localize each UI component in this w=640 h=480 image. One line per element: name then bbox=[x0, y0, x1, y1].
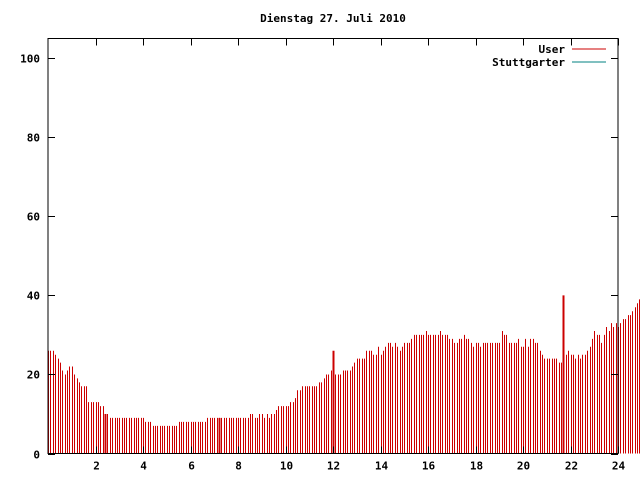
legend-label-stuttgarter: Stuttgarter bbox=[492, 56, 565, 69]
x-tick-label: 16 bbox=[422, 460, 436, 473]
x-tick-label: 2 bbox=[93, 460, 100, 473]
y-tick-label: 0 bbox=[33, 449, 40, 462]
y-tick-label: 60 bbox=[27, 211, 40, 224]
legend: User Stuttgarter bbox=[492, 43, 606, 69]
x-tick-label: 20 bbox=[517, 460, 530, 473]
x-tick-label: 10 bbox=[280, 460, 293, 473]
y-tick-label: 80 bbox=[27, 132, 40, 145]
x-tick-label: 18 bbox=[470, 460, 483, 473]
x-tick-label: 8 bbox=[235, 460, 242, 473]
x-tick-label: 24 bbox=[612, 460, 626, 473]
y-tick-label: 20 bbox=[27, 369, 40, 382]
x-tick-label: 6 bbox=[188, 460, 195, 473]
y-tick-label: 40 bbox=[27, 290, 40, 303]
y-tick-label: 100 bbox=[20, 53, 40, 66]
x-tick-label: 14 bbox=[375, 460, 389, 473]
highlight-bars-layer bbox=[104, 295, 565, 454]
bars-layer bbox=[48, 299, 640, 454]
x-tick-label: 4 bbox=[140, 460, 147, 473]
x-tick-label: 12 bbox=[327, 460, 340, 473]
chart-title: Dienstag 27. Juli 2010 bbox=[260, 12, 406, 25]
legend-label-user: User bbox=[539, 43, 566, 56]
x-tick-label: 22 bbox=[565, 460, 578, 473]
